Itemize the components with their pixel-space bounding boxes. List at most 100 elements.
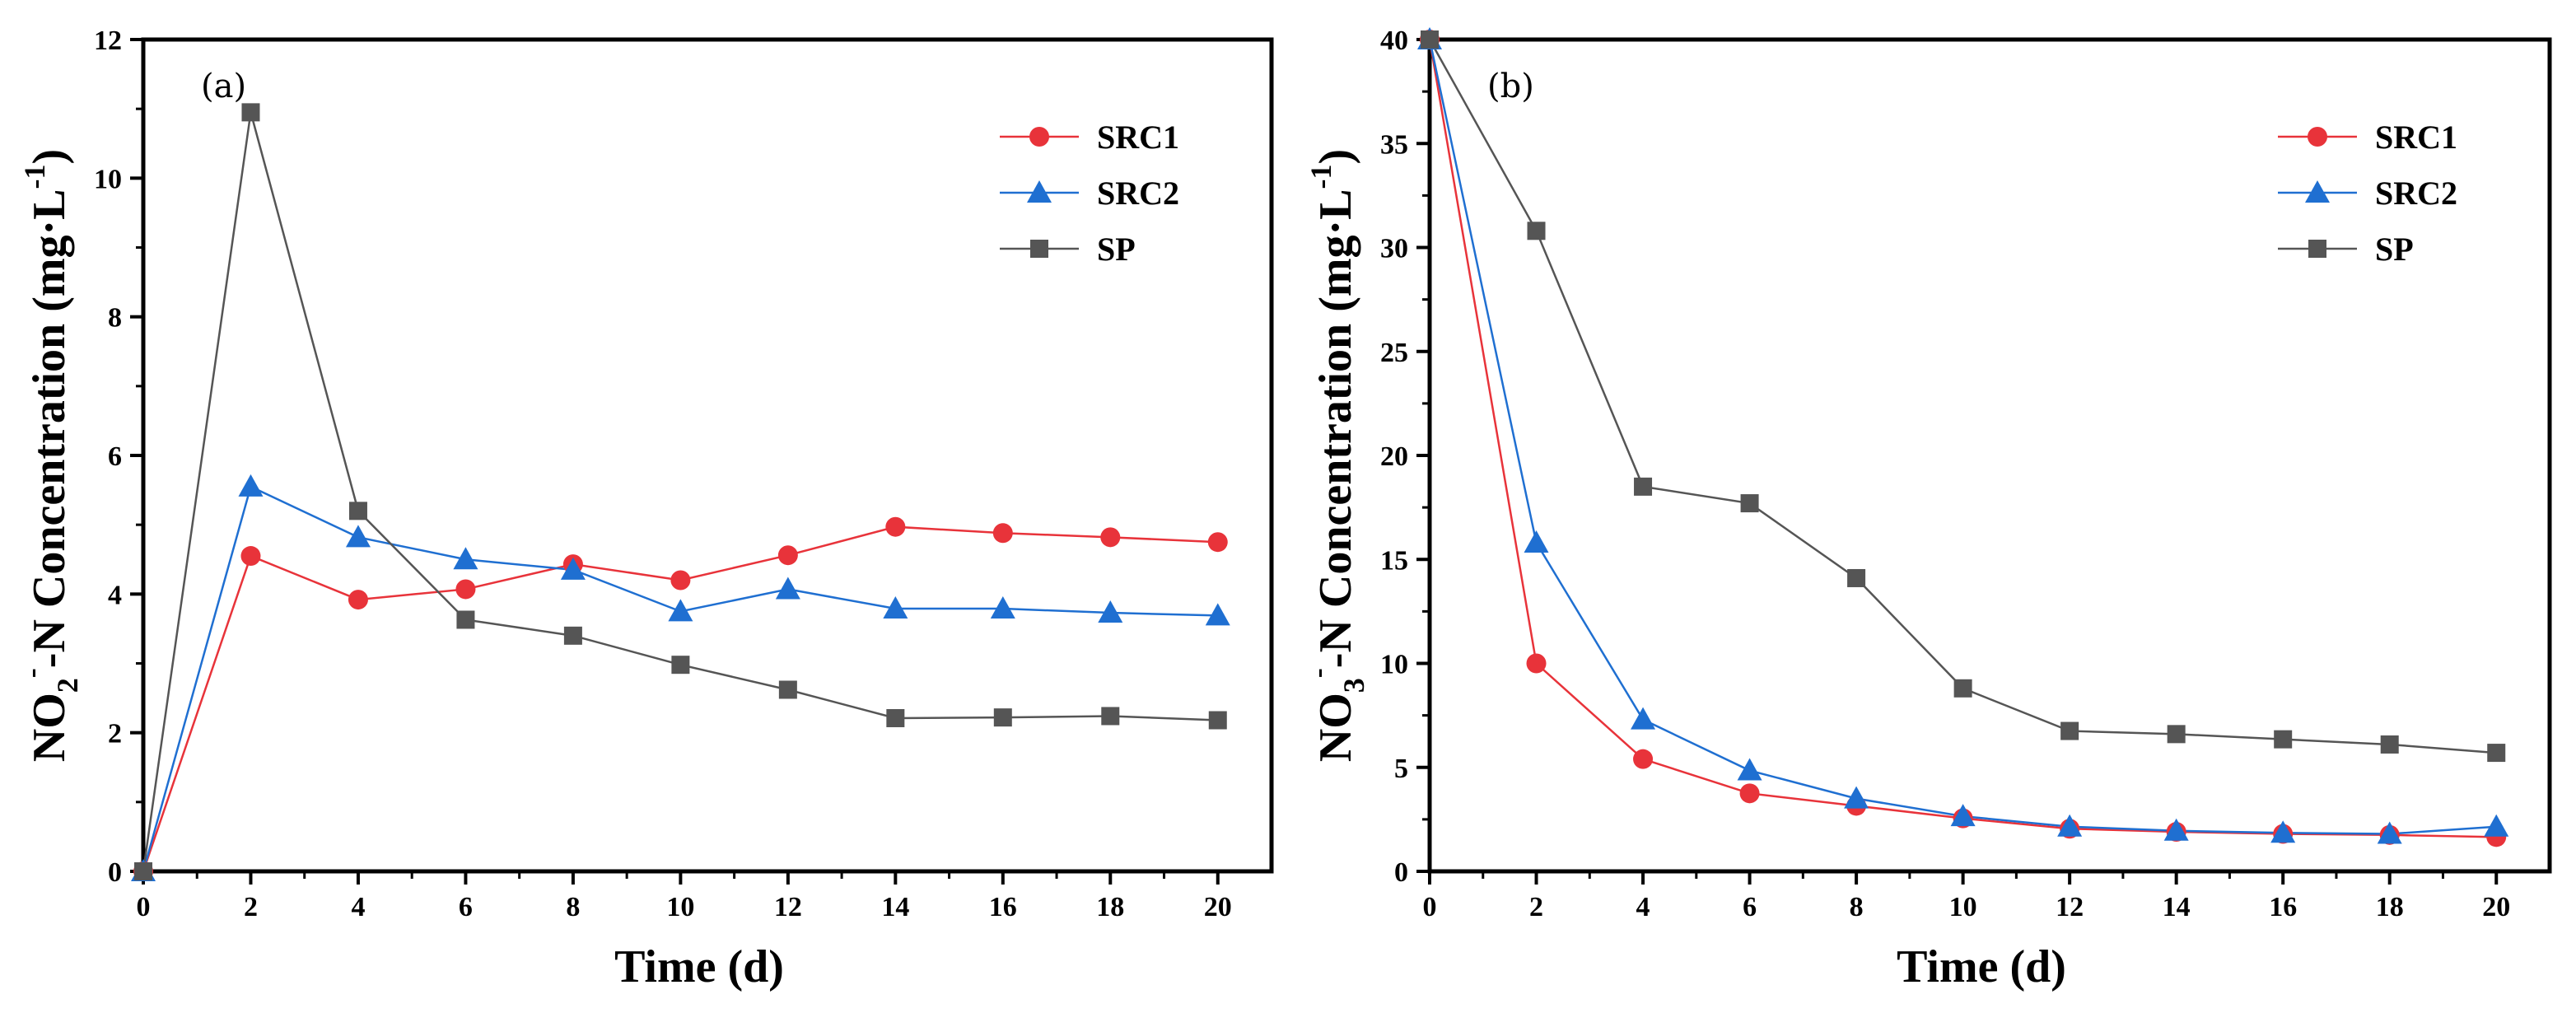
data-point-src2 <box>2163 818 2189 841</box>
data-point-src2 <box>1844 786 1869 809</box>
data-point-src2 <box>2057 814 2083 837</box>
x-tick-label: 18 <box>1096 892 1124 922</box>
x-axis-title: Time (d) <box>614 941 784 992</box>
y-tick-label: 2 <box>108 719 122 749</box>
series-line-sp <box>142 112 1218 872</box>
legend-marker-sp <box>1030 240 1048 258</box>
data-point-sp <box>2380 735 2399 754</box>
y-axis-title: NO3--N Concentration (mg·L-1) <box>1301 149 1370 762</box>
y-tick-label: 0 <box>1394 857 1408 888</box>
chart-panel-a: 0 2 4 6 8 10 12 14 16 18 20 0 2 4 6 8 10 12 Time (d) NO2--N… <box>15 26 1274 992</box>
data-point-src2 <box>1098 600 1123 623</box>
data-point-src2 <box>453 547 478 570</box>
y-tick-label: 10 <box>94 164 122 194</box>
x-tick-label: 2 <box>1529 892 1543 922</box>
data-point-sp <box>2167 725 2186 744</box>
y-tick-label: 25 <box>1380 338 1408 368</box>
y-tick-label: 12 <box>94 26 122 56</box>
x-tick-label: 6 <box>1743 892 1757 922</box>
y-tick-label: 40 <box>1380 26 1408 56</box>
data-point-src2 <box>1737 758 1762 781</box>
x-tick-label: 6 <box>459 892 473 922</box>
data-point-src1 <box>1633 749 1654 769</box>
x-tick-label: 2 <box>244 892 258 922</box>
data-point-sp <box>886 708 905 727</box>
y-tick-label: 6 <box>108 441 122 472</box>
y-tick-label: 15 <box>1380 545 1408 576</box>
series-line-sp <box>1428 39 2497 754</box>
data-point-src2 <box>2270 820 2296 843</box>
data-point-sp <box>1421 30 1439 49</box>
legend-marker-src2 <box>2305 180 2330 203</box>
data-point-src2 <box>1524 530 1549 553</box>
data-point-sp <box>2060 721 2079 740</box>
data-point-sp <box>456 610 475 629</box>
legend-label-src2: SRC2 <box>1097 175 1179 212</box>
y-tick-label: 0 <box>108 857 122 888</box>
data-point-sp <box>671 656 690 675</box>
data-point-src1 <box>992 523 1013 544</box>
legend-marker-src2 <box>1027 180 1052 203</box>
data-point-sp <box>778 680 797 699</box>
chart-panel-b: 0 2 4 6 8 10 12 14 16 18 20 0 5 10 15 20 25 30 35 40 Time (d… <box>1301 26 2552 992</box>
data-point-sp <box>241 103 260 122</box>
data-point-sp <box>1847 568 1866 587</box>
x-axis-title: Time (d) <box>1897 941 2066 992</box>
data-point-sp <box>348 502 367 521</box>
x-tick-label: 20 <box>2482 892 2510 922</box>
data-point-sp <box>1953 679 1972 698</box>
data-point-src2 <box>1205 603 1230 626</box>
y-tick-label: 20 <box>1380 441 1408 472</box>
data-point-src2 <box>238 474 264 497</box>
x-tick-label: 20 <box>1204 892 1232 922</box>
y-tick-label: 5 <box>1394 754 1408 784</box>
legend-label-sp: SP <box>1097 231 1136 268</box>
data-point-sp <box>563 626 582 645</box>
y-tick-label: 10 <box>1380 650 1408 680</box>
x-tick-label: 12 <box>2056 892 2084 922</box>
data-point-sp <box>1101 707 1120 726</box>
legend-marker-src1 <box>2308 127 2327 147</box>
data-point-src1 <box>1526 653 1547 674</box>
data-point-src1 <box>885 516 906 537</box>
x-tick-label: 4 <box>351 892 365 922</box>
data-point-sp <box>2487 744 2506 763</box>
y-tick-label: 4 <box>108 580 122 610</box>
x-tick-label: 14 <box>2163 892 2191 922</box>
legend-marker-sp <box>2308 240 2326 258</box>
data-point-src1 <box>240 546 261 567</box>
x-tick-label: 10 <box>1949 892 1977 922</box>
x-tick-label: 10 <box>666 892 694 922</box>
data-point-src1 <box>455 579 476 600</box>
x-tick-label: 16 <box>2269 892 2297 922</box>
data-point-src2 <box>2484 814 2509 837</box>
x-tick-label: 18 <box>2376 892 2404 922</box>
x-tick-label: 8 <box>566 892 580 922</box>
data-point-src2 <box>990 596 1015 619</box>
x-tick-label: 12 <box>774 892 802 922</box>
data-point-sp <box>1740 494 1759 513</box>
data-point-src1 <box>1739 783 1760 804</box>
plot-frame <box>141 37 1274 874</box>
data-point-src1 <box>348 590 368 610</box>
x-tick-label: 0 <box>137 892 151 922</box>
legend-label-src1: SRC1 <box>2375 119 2457 156</box>
data-point-src1 <box>1207 532 1228 553</box>
data-point-sp <box>1634 477 1653 496</box>
data-point-sp <box>1208 711 1227 730</box>
data-point-sp <box>2274 730 2293 749</box>
data-point-src2 <box>883 596 908 619</box>
legend-marker-src1 <box>1029 127 1049 147</box>
data-point-sp <box>134 862 152 880</box>
data-point-src2 <box>1950 804 1976 827</box>
y-tick-label: 30 <box>1380 234 1408 264</box>
panel-label: (b) <box>1487 68 1534 105</box>
data-point-src1 <box>670 570 691 591</box>
data-point-src2 <box>345 525 371 548</box>
x-tick-label: 0 <box>1423 892 1437 922</box>
data-point-src2 <box>560 557 586 580</box>
series-line-src2 <box>142 485 1218 872</box>
series-line-src2 <box>1428 39 2497 835</box>
legend-label-src2: SRC2 <box>2375 175 2457 212</box>
